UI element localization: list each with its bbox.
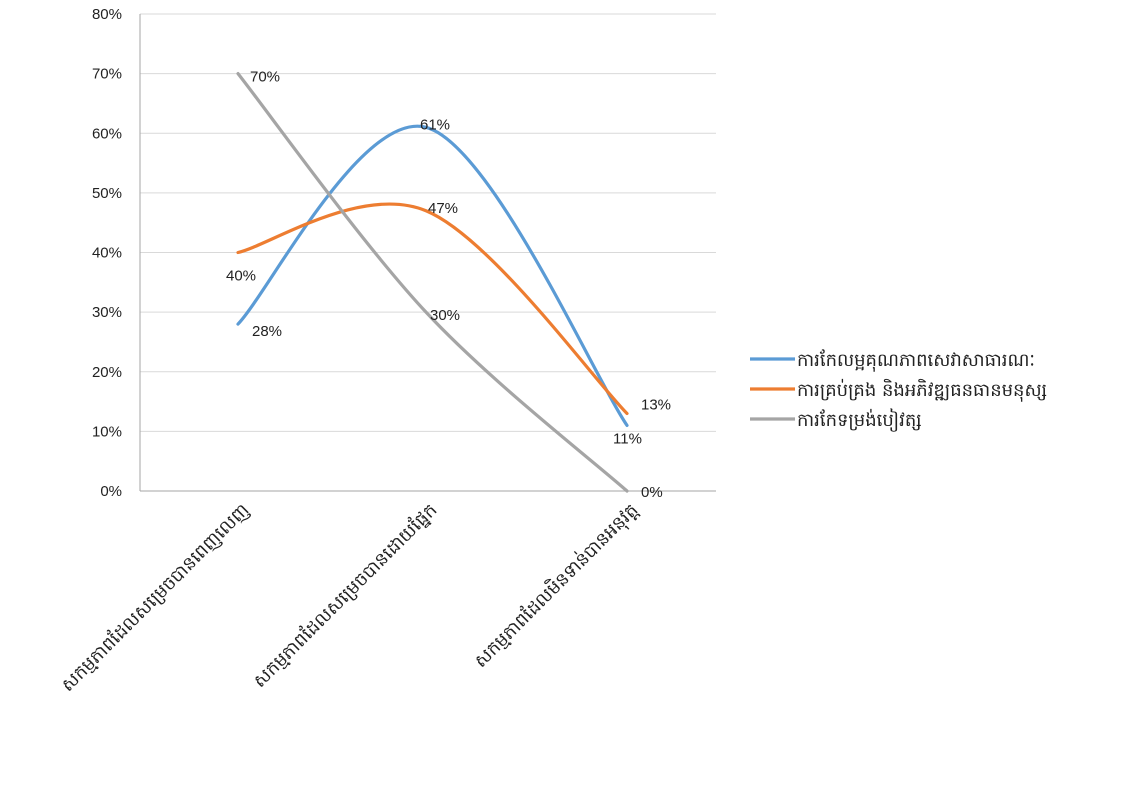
y-tick-label: 70% bbox=[92, 66, 122, 83]
series-lines bbox=[236, 72, 629, 493]
legend-label: ការគ្រប់គ្រង និងអភិវឌ្ឍធនធានមនុស្ស bbox=[797, 378, 1047, 402]
data-label: 47% bbox=[428, 200, 458, 217]
data-label: 61% bbox=[420, 116, 450, 133]
x-category-label: សកម្មភាពដែលសម្រេចបានដោយផ្នែក bbox=[248, 499, 441, 692]
data-labels: 28% 61% 11% 40% 47% 13% 70% 30% 0% bbox=[226, 69, 671, 501]
y-tick-label: 50% bbox=[92, 185, 122, 202]
gridlines bbox=[140, 13, 716, 492]
data-label: 28% bbox=[252, 323, 282, 340]
x-category-label: សកម្មភាពដែលសម្រេចបានពេញលេញ bbox=[56, 499, 253, 696]
y-tick-label: 40% bbox=[92, 245, 122, 262]
y-tick-label: 10% bbox=[92, 423, 122, 440]
data-label: 0% bbox=[641, 484, 663, 501]
data-label: 13% bbox=[641, 396, 671, 413]
data-label: 70% bbox=[250, 69, 280, 86]
x-category-label: សកម្មភាពដែលមិនទាន់បានអនុវត្ត bbox=[469, 498, 644, 673]
series-line bbox=[236, 202, 629, 416]
data-label: 30% bbox=[430, 307, 460, 324]
y-tick-label: 80% bbox=[92, 6, 122, 23]
y-tick-label: 60% bbox=[92, 125, 122, 142]
legend-label: ការកែលម្អគុណភាពសេវាសាធារណៈ bbox=[797, 349, 1035, 372]
y-tick-label: 30% bbox=[92, 304, 122, 321]
legend: ការកែលម្អគុណភាពសេវាសាធារណៈការគ្រប់គ្រង ន… bbox=[750, 349, 1047, 432]
y-tick-label: 0% bbox=[100, 483, 122, 500]
data-label: 11% bbox=[613, 430, 642, 447]
series-line bbox=[236, 124, 629, 428]
legend-label: ការកែទម្រង់បៀវត្ស bbox=[797, 408, 922, 432]
y-tick-label: 20% bbox=[92, 364, 122, 381]
y-axis: 0% 10% 20% 30% 40% 50% 60% 70% 80% bbox=[92, 6, 141, 500]
data-label: 40% bbox=[226, 268, 256, 285]
series-line bbox=[236, 72, 629, 493]
x-axis: សកម្មភាពដែលសម្រេចបានពេញលេញសកម្មភាពដែលសម្… bbox=[56, 498, 643, 696]
